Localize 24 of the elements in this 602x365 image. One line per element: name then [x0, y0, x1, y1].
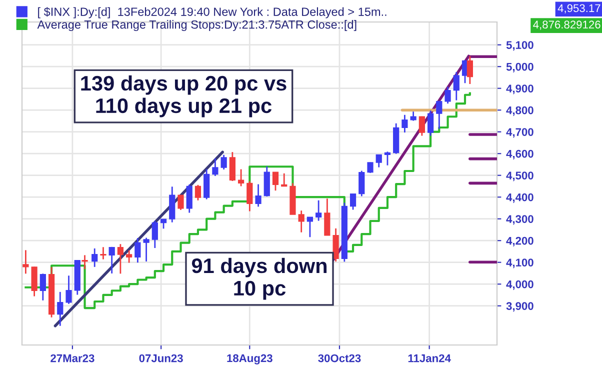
y-tick-label: 4,000 [506, 280, 534, 290]
x-tick-label: 18Aug23 [227, 354, 272, 364]
y-tick-label: 4,900 [506, 84, 534, 94]
x-tick-label: 07Jun23 [139, 354, 183, 362]
y-tick-label: 4,600 [506, 150, 534, 160]
legend-label: Average True Range Trailing Stops:Dy:21:3.75ATR Close::[d] [37, 20, 356, 32]
y-tick-label: 4,800 [506, 106, 534, 116]
x-tick-label: 27Mar23 [50, 354, 94, 362]
y-tick-label: 4,100 [506, 258, 534, 268]
y-tick-label: 4,300 [506, 215, 534, 225]
y-tick-label: 4,200 [506, 236, 534, 246]
y-tick-label: 5,000 [506, 62, 534, 72]
y-tick-label: 4,500 [506, 172, 534, 182]
y-tick-label: 3,900 [506, 302, 534, 312]
annotation: 91 days down 10 pc [192, 258, 327, 300]
annotation: 139 days up 20 pc vs 110 days up 21 pc [81, 75, 286, 118]
text: 4,876.829126 [533, 20, 600, 30]
legend-label: [ $INX ]:Dy:[d] 13Feb2024 19:40 New York : Data Delayed > 15m.. [38, 7, 386, 18]
x-tick-label: 11Jan24 [408, 354, 451, 362]
y-tick-label: 4,400 [506, 193, 534, 203]
y-tick-label: 4,700 [506, 128, 534, 138]
text: 4,953.17 [558, 4, 600, 14]
x-tick-label: 30Oct23 [318, 354, 361, 362]
y-tick-label: 5,100 [506, 41, 534, 51]
